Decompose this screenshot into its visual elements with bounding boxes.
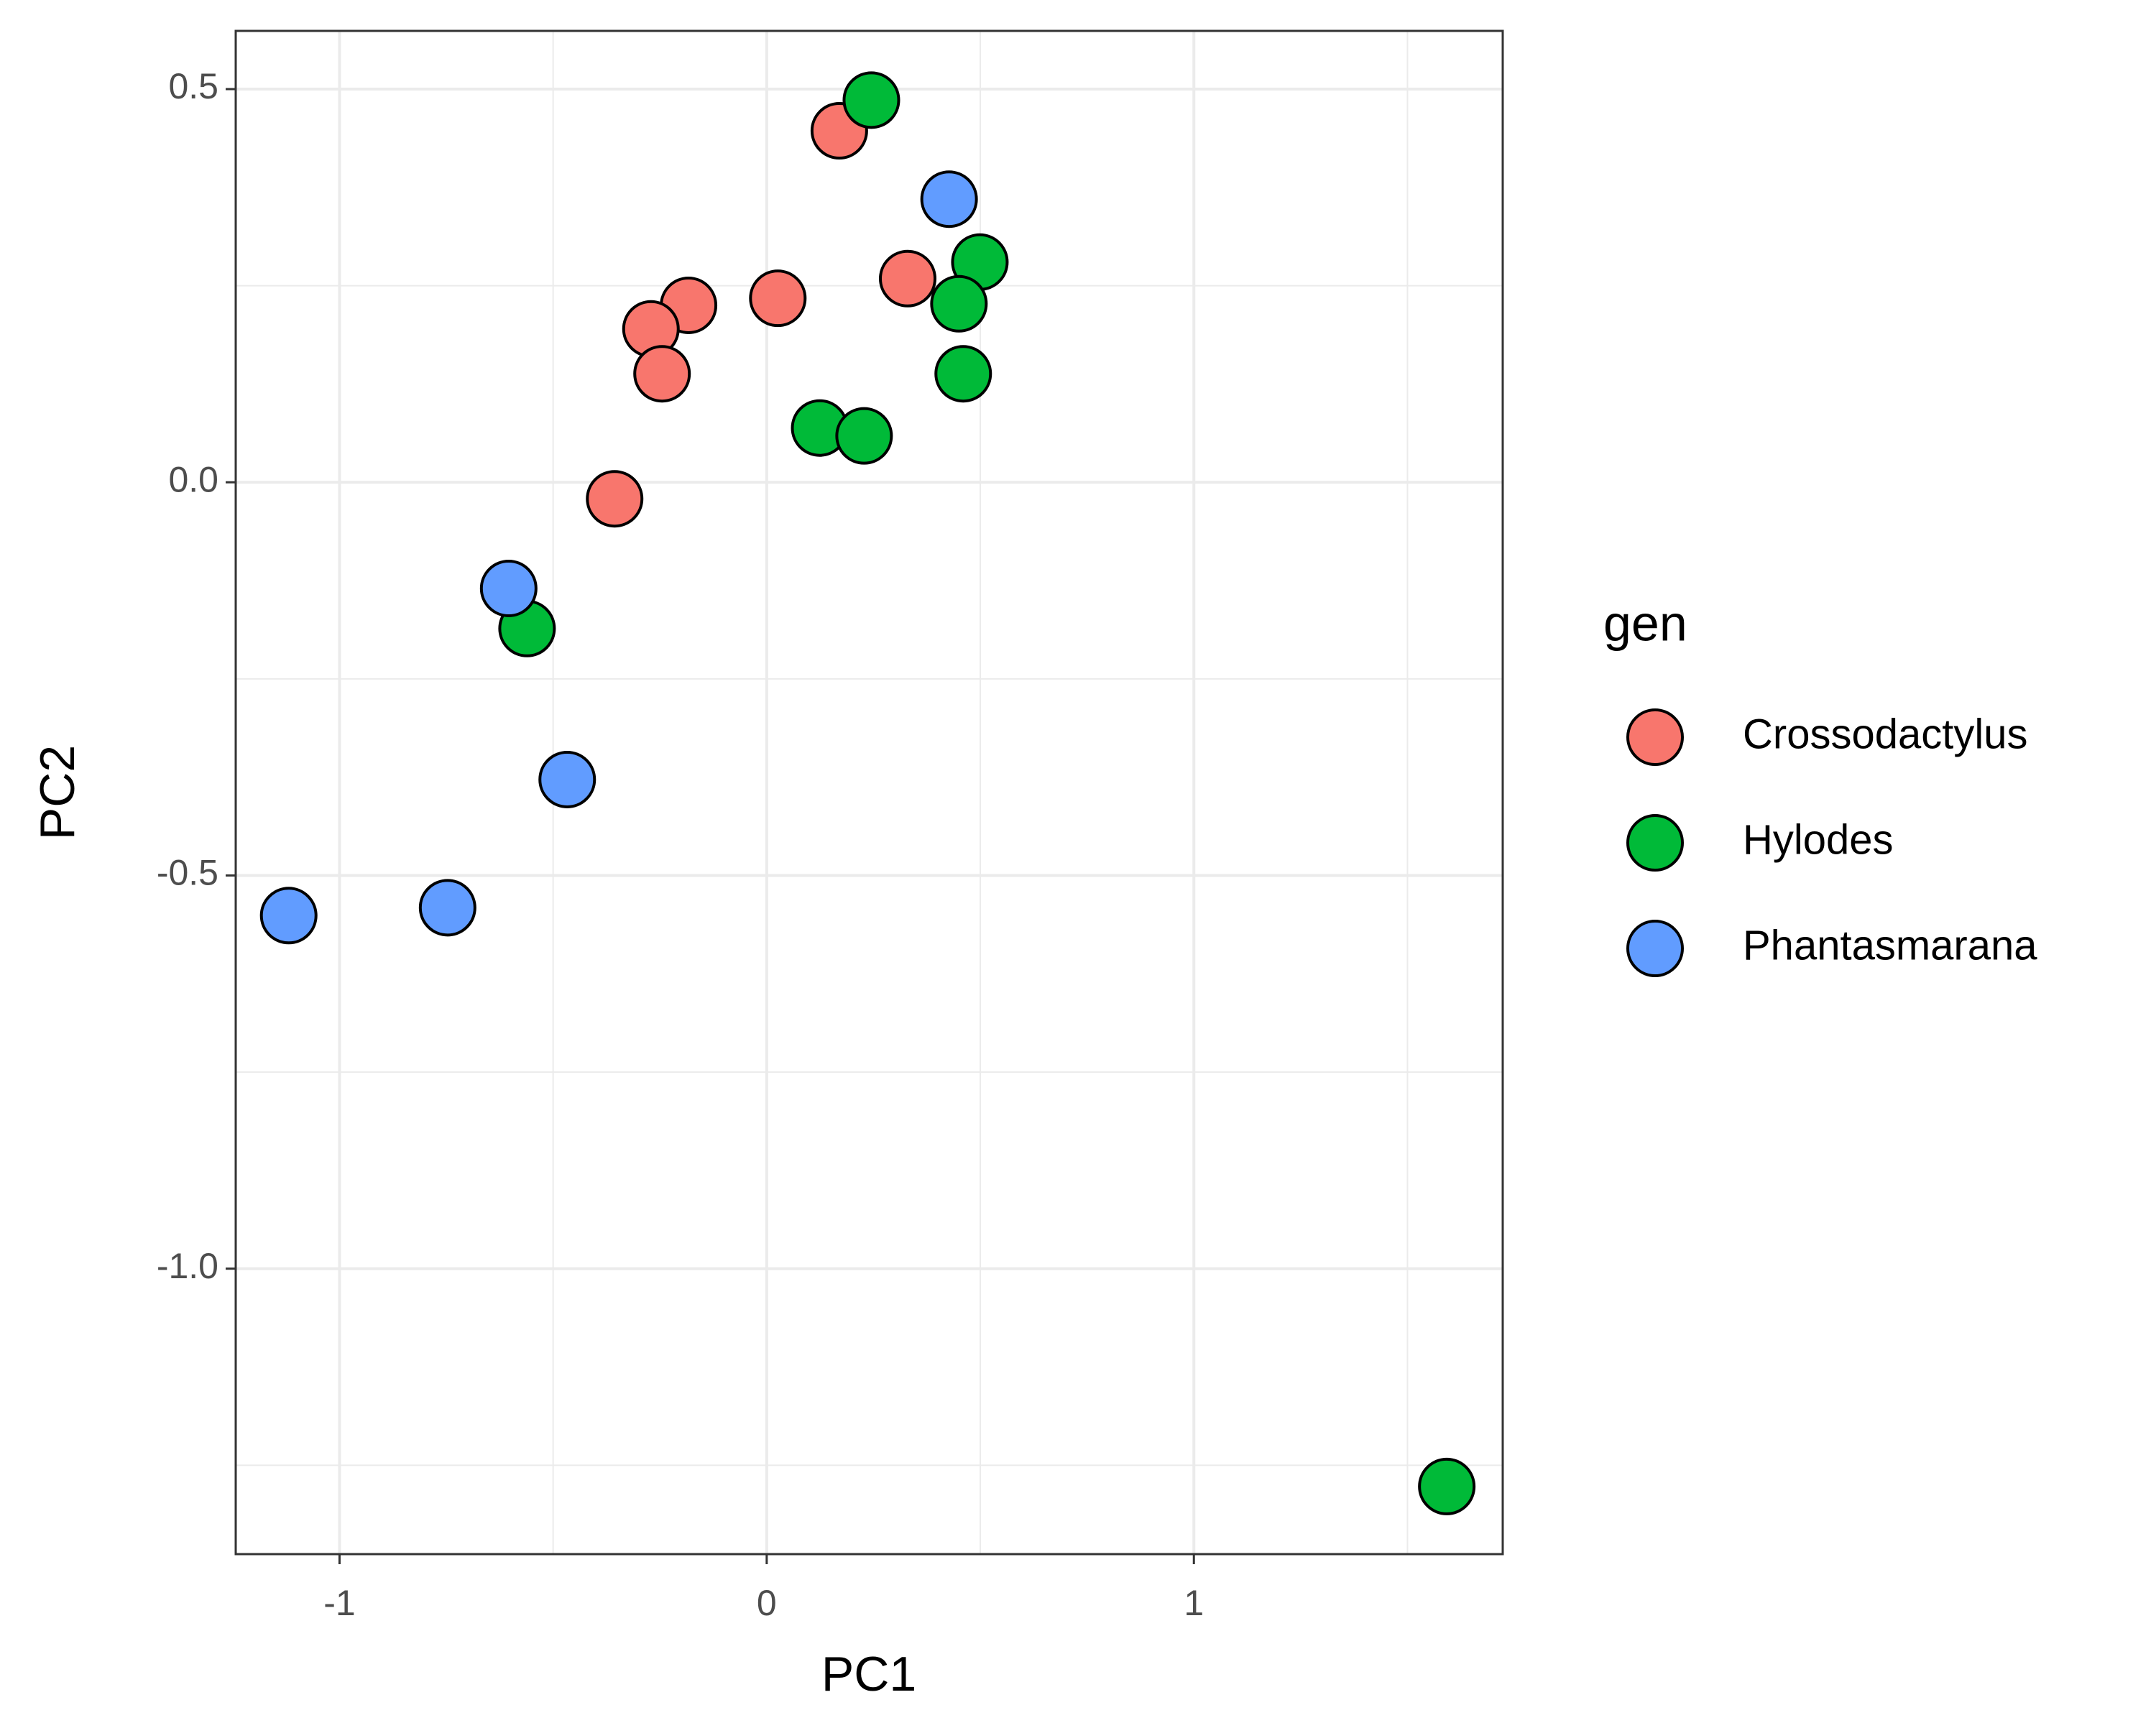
y-tick-label: 0.5 (168, 66, 218, 106)
point (878, 249, 936, 308)
point (842, 71, 900, 129)
point (934, 345, 992, 403)
x-tick-label: 0 (757, 1583, 777, 1623)
y-tick-label: -0.5 (157, 853, 218, 893)
point (418, 879, 476, 937)
point (633, 345, 691, 403)
legend-key (1626, 920, 1684, 977)
legend-key (1626, 814, 1684, 872)
point (930, 274, 988, 333)
legend-label: Crossodactylus (1743, 711, 2027, 757)
point (259, 887, 318, 945)
legend-title: gen (1603, 595, 1687, 651)
point (835, 407, 893, 465)
point (586, 470, 644, 528)
x-tick-label: 1 (1184, 1583, 1204, 1623)
point (1418, 1457, 1476, 1515)
x-axis-title: PC1 (821, 1647, 916, 1701)
y-tick-label: -1.0 (157, 1246, 218, 1286)
plot-border (234, 29, 1504, 1556)
x-tick-label: -1 (323, 1583, 355, 1623)
y-tick-label: 0.0 (168, 459, 218, 499)
legend-label: Phantasmarana (1743, 922, 2037, 969)
y-axis-title: PC2 (30, 745, 85, 840)
legend-key (1626, 708, 1684, 766)
legend-label: Hylodes (1743, 816, 1894, 863)
point (479, 559, 538, 617)
point (538, 750, 596, 808)
point (749, 269, 807, 328)
point (920, 170, 978, 228)
